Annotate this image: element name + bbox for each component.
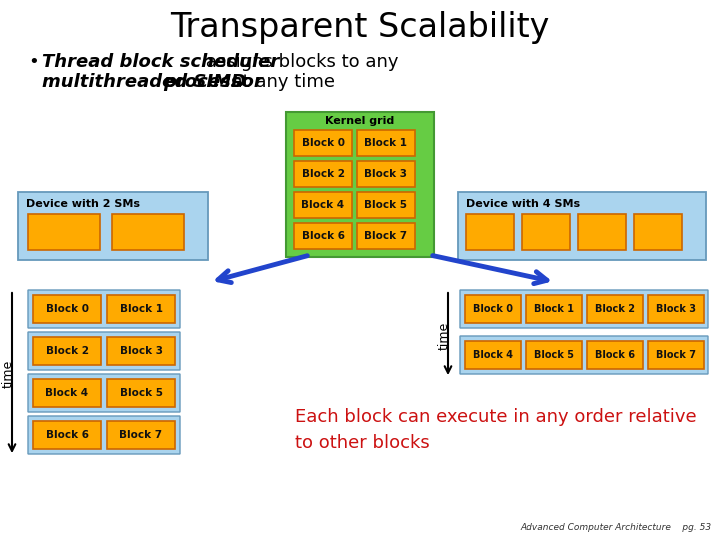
- Text: Device with 4 SMs: Device with 4 SMs: [466, 199, 580, 209]
- FancyBboxPatch shape: [33, 337, 101, 365]
- Text: Block 0: Block 0: [473, 304, 513, 314]
- Text: time: time: [1, 360, 14, 388]
- Text: Block 4: Block 4: [302, 200, 345, 210]
- FancyBboxPatch shape: [294, 192, 352, 218]
- Text: Block 6: Block 6: [302, 231, 344, 241]
- FancyBboxPatch shape: [587, 295, 643, 323]
- FancyBboxPatch shape: [466, 214, 514, 250]
- FancyBboxPatch shape: [465, 341, 521, 369]
- FancyBboxPatch shape: [460, 290, 708, 328]
- Text: Block 7: Block 7: [656, 350, 696, 360]
- Text: processor: processor: [163, 73, 263, 91]
- Text: Thread block scheduler: Thread block scheduler: [42, 53, 279, 71]
- Text: Block 2: Block 2: [45, 346, 89, 356]
- Text: Block 1: Block 1: [534, 304, 574, 314]
- FancyBboxPatch shape: [33, 421, 101, 449]
- FancyBboxPatch shape: [522, 214, 570, 250]
- FancyBboxPatch shape: [648, 341, 704, 369]
- FancyBboxPatch shape: [33, 379, 101, 407]
- Text: Block 0: Block 0: [45, 304, 89, 314]
- FancyBboxPatch shape: [286, 112, 434, 257]
- FancyBboxPatch shape: [357, 223, 415, 249]
- FancyBboxPatch shape: [526, 295, 582, 323]
- FancyBboxPatch shape: [294, 223, 352, 249]
- FancyBboxPatch shape: [112, 214, 184, 250]
- Text: Kernel grid: Kernel grid: [325, 116, 395, 126]
- Text: Block 3: Block 3: [656, 304, 696, 314]
- FancyBboxPatch shape: [33, 295, 101, 323]
- FancyBboxPatch shape: [357, 161, 415, 187]
- FancyBboxPatch shape: [587, 341, 643, 369]
- Text: Block 5: Block 5: [534, 350, 574, 360]
- Text: Block 2: Block 2: [595, 304, 635, 314]
- Text: assigns blocks to any: assigns blocks to any: [200, 53, 398, 71]
- Text: Block 3: Block 3: [364, 169, 408, 179]
- FancyBboxPatch shape: [107, 379, 175, 407]
- FancyBboxPatch shape: [28, 374, 180, 412]
- FancyBboxPatch shape: [460, 336, 708, 374]
- FancyBboxPatch shape: [526, 341, 582, 369]
- Text: Each block can execute in any order relative
to other blocks: Each block can execute in any order rela…: [295, 408, 697, 452]
- FancyBboxPatch shape: [294, 161, 352, 187]
- Text: multithreaded SIMD: multithreaded SIMD: [42, 73, 253, 91]
- Text: Block 2: Block 2: [302, 169, 344, 179]
- FancyBboxPatch shape: [634, 214, 682, 250]
- FancyBboxPatch shape: [107, 421, 175, 449]
- Text: Block 7: Block 7: [364, 231, 408, 241]
- FancyBboxPatch shape: [107, 295, 175, 323]
- FancyBboxPatch shape: [648, 295, 704, 323]
- FancyBboxPatch shape: [357, 130, 415, 156]
- FancyBboxPatch shape: [578, 214, 626, 250]
- FancyBboxPatch shape: [28, 290, 180, 328]
- Text: Block 3: Block 3: [120, 346, 163, 356]
- Text: Block 4: Block 4: [45, 388, 89, 398]
- Text: Block 5: Block 5: [364, 200, 408, 210]
- FancyBboxPatch shape: [28, 332, 180, 370]
- FancyBboxPatch shape: [28, 416, 180, 454]
- Text: •: •: [28, 53, 39, 71]
- Text: Block 7: Block 7: [120, 430, 163, 440]
- FancyBboxPatch shape: [28, 214, 100, 250]
- FancyBboxPatch shape: [465, 295, 521, 323]
- Text: Block 5: Block 5: [120, 388, 163, 398]
- Text: time: time: [438, 322, 451, 350]
- FancyBboxPatch shape: [458, 192, 706, 260]
- Text: Advanced Computer Architecture    pg. 53: Advanced Computer Architecture pg. 53: [521, 523, 712, 532]
- Text: at any time: at any time: [220, 73, 335, 91]
- Text: Block 4: Block 4: [473, 350, 513, 360]
- Text: Block 6: Block 6: [45, 430, 89, 440]
- Text: Block 0: Block 0: [302, 138, 344, 148]
- Text: Block 6: Block 6: [595, 350, 635, 360]
- FancyBboxPatch shape: [107, 337, 175, 365]
- FancyBboxPatch shape: [294, 130, 352, 156]
- Text: Block 1: Block 1: [364, 138, 408, 148]
- Text: Transparent Scalability: Transparent Scalability: [171, 11, 549, 44]
- Text: Block 1: Block 1: [120, 304, 163, 314]
- Text: Device with 2 SMs: Device with 2 SMs: [26, 199, 140, 209]
- FancyBboxPatch shape: [357, 192, 415, 218]
- FancyBboxPatch shape: [18, 192, 208, 260]
